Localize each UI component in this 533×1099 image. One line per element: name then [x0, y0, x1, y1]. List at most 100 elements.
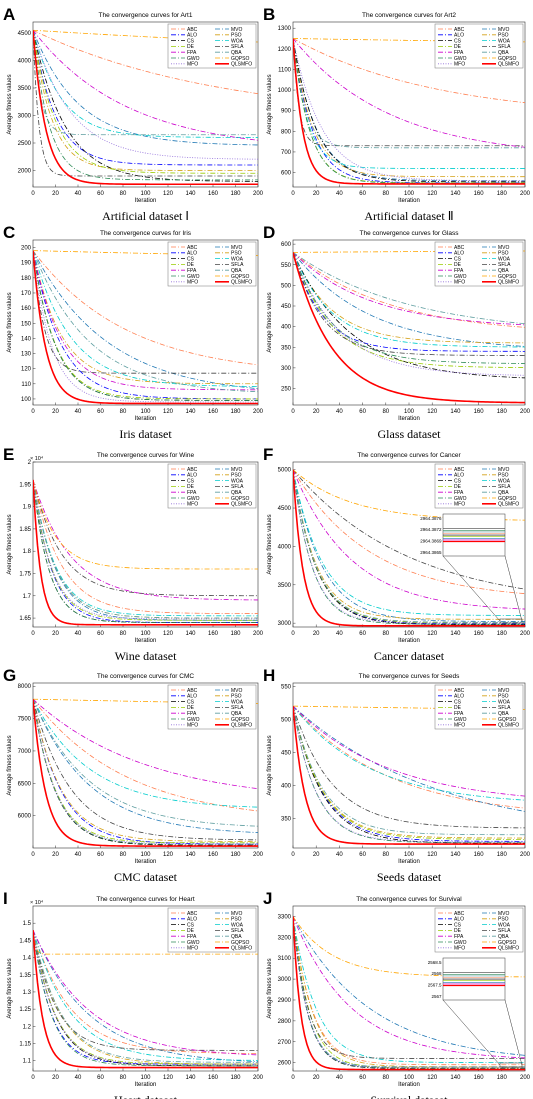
panel-letter: I — [3, 889, 8, 908]
y-tick-label: 1.5 — [23, 921, 32, 927]
series-line-mvo — [33, 929, 258, 1063]
legend-label-pso: PSO — [498, 33, 509, 39]
legend-label-abc: ABC — [187, 911, 198, 917]
y-tick-label: 120 — [21, 367, 32, 373]
inset-pointer — [442, 999, 501, 1066]
x-tick-label: 20 — [313, 852, 320, 858]
x-tick-label: 20 — [52, 191, 59, 197]
y-tick-label: 100 — [21, 397, 32, 403]
x-axis-label: Iteration — [135, 859, 157, 865]
x-tick-label: 180 — [230, 409, 241, 415]
x-tick-label: 200 — [253, 852, 264, 858]
chart-title: The convergence curves for Art1 — [99, 12, 193, 19]
series-line-sfla — [33, 929, 258, 1051]
series-line-qlsmfo — [33, 699, 258, 847]
legend: ABC MVO ALO PSO CS WOA DE SFLA FPA QBA GWO GQPSO MFO… — [434, 23, 524, 69]
series-line-mfo — [293, 252, 525, 376]
x-tick-label: 80 — [120, 409, 127, 415]
series-line-gwo — [33, 699, 258, 846]
legend-label-cs: CS — [187, 478, 195, 484]
zoom-inset: 2568.5 2568 2567.5 2567 — [428, 957, 523, 1068]
legend-label-sfla: SFLA — [498, 928, 511, 934]
series-line-qba — [293, 916, 525, 1068]
legend-label-mfo: MFO — [187, 723, 198, 729]
legend-label-qlsmfo: QLSMFO — [498, 946, 519, 952]
panel-letter: B — [263, 5, 275, 24]
x-tick-label: 60 — [359, 1075, 366, 1081]
legend-label-abc: ABC — [187, 467, 198, 473]
x-tick-label: 200 — [253, 191, 264, 197]
y-tick-label: 3000 — [18, 114, 32, 120]
series-line-abc — [293, 705, 525, 809]
series-line-mfo — [33, 250, 258, 403]
series-line-sfla — [33, 479, 258, 597]
legend-label-mvo: MVO — [231, 911, 243, 917]
legend-label-mvo: MVO — [498, 245, 510, 251]
y-tick-label: 1.65 — [19, 616, 31, 622]
series-line-qlsmfo — [33, 30, 258, 186]
x-tick-label: 60 — [97, 631, 104, 637]
inset-tick-label: 2964.3869 — [420, 538, 442, 543]
x-tick-label: 20 — [52, 852, 59, 858]
x-tick-label: 100 — [404, 852, 415, 858]
legend-label-cs: CS — [454, 922, 462, 928]
x-tick-label: 80 — [120, 191, 127, 197]
inset-pointer — [504, 999, 523, 1066]
legend-label-sfla: SFLA — [231, 44, 244, 50]
x-tick-label: 60 — [359, 409, 366, 415]
y-axis-label: Average fitness values — [7, 514, 13, 574]
y-tick-label: 7000 — [18, 749, 32, 755]
legend-label-mfo: MFO — [454, 502, 465, 508]
y-tick-label: 6000 — [18, 814, 32, 820]
y-tick-label: 2900 — [278, 998, 292, 1004]
legend-label-qba: QBA — [498, 268, 509, 274]
chart-panel-d: D The convergence curves for Glass 0 20 40 60… — [263, 223, 531, 441]
series-line-mfo — [293, 38, 525, 182]
y-tick-label: 1100 — [278, 67, 292, 73]
legend-label-mfo: MFO — [187, 280, 198, 286]
legend-label-mvo: MVO — [498, 27, 510, 33]
y-tick-label: 3500 — [278, 583, 292, 589]
y-tick-label: 1.25 — [19, 1007, 31, 1013]
x-tick-label: 200 — [520, 631, 531, 637]
chart-title: The convergence curves for Glass — [360, 230, 460, 237]
y-tick-label: 3200 — [278, 935, 292, 941]
x-tick-label: 100 — [140, 191, 151, 197]
legend-label-alo: ALO — [187, 694, 197, 700]
y-tick-label: 180 — [21, 276, 32, 282]
legend-label-qba: QBA — [231, 50, 242, 56]
y-tick-label: 1.9 — [23, 505, 32, 511]
inset-tick-label: 2964.3876 — [420, 516, 442, 521]
series-line-fpa — [33, 250, 258, 391]
legend-label-qba: QBA — [231, 490, 242, 496]
x-tick-label: 0 — [31, 191, 35, 197]
series-line-fpa — [33, 698, 258, 790]
legend-label-cs: CS — [187, 38, 195, 44]
series-line-pso — [33, 250, 258, 385]
chart-title: The convergence curves for Iris — [100, 230, 192, 237]
series-line-qba — [293, 706, 525, 836]
series-line-abc — [33, 250, 258, 366]
zoom-inset: 2964.3876 2964.3872 2964.3869 2964.3865 — [420, 513, 523, 624]
y-tick-label: 450 — [281, 304, 292, 310]
y-tick-label: 110 — [21, 382, 31, 388]
y-tick-label: 190 — [21, 261, 32, 267]
legend-label-abc: ABC — [454, 245, 465, 251]
x-tick-label: 180 — [230, 852, 241, 858]
x-axis-label: Iteration — [398, 198, 420, 204]
x-tick-label: 40 — [75, 409, 82, 415]
y-tick-label: 1.95 — [19, 482, 31, 488]
legend-label-fpa: FPA — [187, 268, 197, 274]
legend-label-de: DE — [454, 484, 462, 490]
legend-label-mvo: MVO — [231, 688, 243, 694]
series-line-pso — [293, 38, 525, 178]
series-line-de — [33, 479, 258, 621]
legend-label-qba: QBA — [498, 490, 509, 496]
y-tick-label: 350 — [281, 345, 292, 351]
x-tick-label: 0 — [291, 191, 295, 197]
y-axis-label: Average fitness values — [7, 292, 13, 352]
series-line-cs — [33, 929, 258, 1067]
y-tick-label: 1300 — [278, 26, 292, 32]
series-line-sfla — [33, 699, 258, 841]
legend-label-qlsmfo: QLSMFO — [231, 62, 252, 68]
